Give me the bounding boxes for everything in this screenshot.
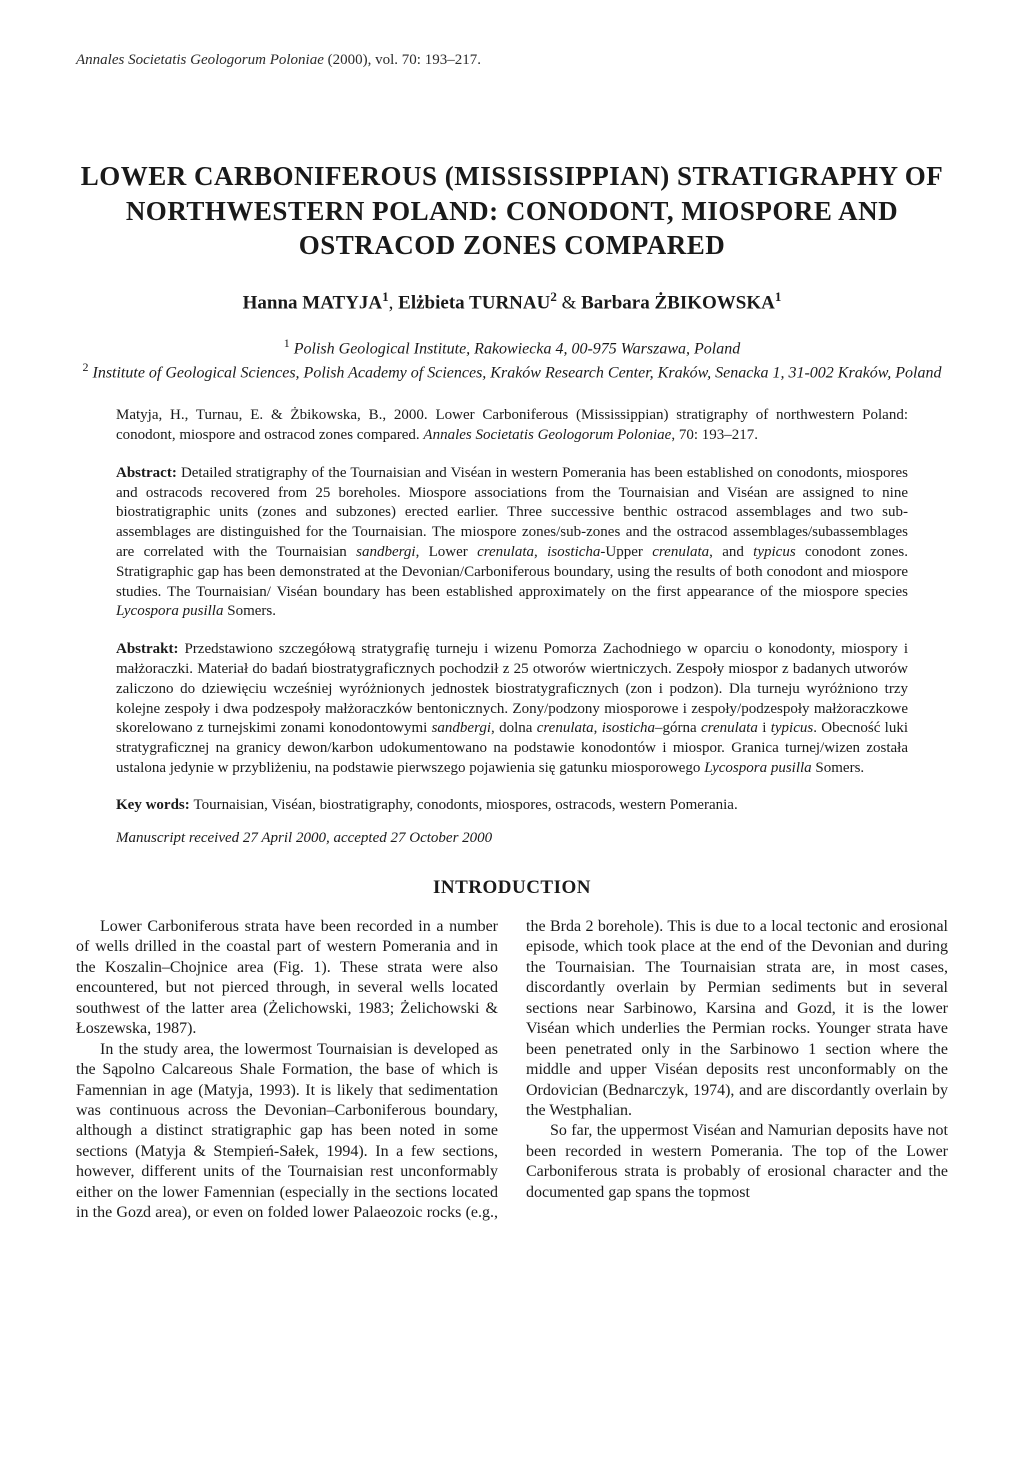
citation-block: Matyja, H., Turnau, E. & Żbikowska, B., … bbox=[116, 406, 908, 446]
abs-pl-t3: , bbox=[594, 720, 602, 736]
abs-en-i4: crenulata bbox=[652, 544, 709, 560]
abs-en-i1: sandbergi bbox=[356, 544, 415, 560]
abs-en-t5: , and bbox=[709, 544, 753, 560]
abs-pl-t7: Somers. bbox=[812, 760, 865, 776]
abs-en-i6: Lycospora pusilla bbox=[116, 603, 223, 619]
journal-vol-pages: (2000), vol. 70: 193–217. bbox=[324, 52, 481, 68]
author-3: Barbara ŻBIKOWSKA bbox=[581, 292, 775, 313]
abs-pl-i4: crenulata bbox=[701, 720, 758, 736]
article-title: LOWER CARBONIFEROUS (MISSISSIPPIAN) STRA… bbox=[76, 159, 948, 263]
keywords-label: Key words: bbox=[116, 797, 194, 813]
abs-pl-i6: Lycospora pusilla bbox=[704, 760, 811, 776]
abstract-en-label: Abstract: bbox=[116, 465, 181, 481]
abs-pl-i5: typicus bbox=[771, 720, 814, 736]
abs-en-t7: Somers. bbox=[223, 603, 276, 619]
abs-pl-t2: , dolna bbox=[491, 720, 537, 736]
introduction-body: Lower Carboniferous strata have been rec… bbox=[76, 917, 948, 1224]
abs-pl-t4: –górna bbox=[655, 720, 701, 736]
abs-pl-i3: isosticha bbox=[602, 720, 655, 736]
affiliations: 1 Polish Geological Institute, Rakowieck… bbox=[76, 336, 948, 384]
manuscript-dates: Manuscript received 27 April 2000, accep… bbox=[116, 830, 908, 847]
author-1: Hanna MATYJA bbox=[243, 292, 383, 313]
author-3-affil-sup: 1 bbox=[775, 289, 782, 304]
keywords-block: Key words: Tournaisian, Viséan, biostrat… bbox=[116, 797, 908, 814]
authors-line: Hanna MATYJA1, Elżbieta TURNAU2 & Barbar… bbox=[76, 289, 948, 314]
abstract-pl-label: Abstrakt: bbox=[116, 641, 184, 657]
abs-en-t2: , Lower bbox=[416, 544, 478, 560]
abs-en-t3: , bbox=[534, 544, 547, 560]
author-2: Elżbieta TURNAU bbox=[398, 292, 550, 313]
section-heading-introduction: INTRODUCTION bbox=[76, 877, 948, 899]
author-sep-2: & bbox=[557, 292, 581, 313]
affil-1-text: Polish Geological Institute, Rakowiecka … bbox=[290, 340, 740, 357]
author-sep-1: , bbox=[389, 292, 399, 313]
keywords-text: Tournaisian, Viséan, biostratigraphy, co… bbox=[194, 797, 738, 813]
intro-paragraph-1: Lower Carboniferous strata have been rec… bbox=[76, 917, 498, 1040]
intro-paragraph-3: So far, the uppermost Viséan and Namuria… bbox=[526, 1121, 948, 1203]
citation-journal-italic: Annales Societatis Geologorum Poloniae bbox=[423, 427, 671, 443]
journal-name: Annales Societatis Geologorum Poloniae bbox=[76, 52, 324, 68]
citation-suffix: , 70: 193–217. bbox=[671, 427, 758, 443]
abs-en-i3: isosticha bbox=[547, 544, 600, 560]
abstract-english: Abstract: Detailed stratigraphy of the T… bbox=[116, 464, 908, 622]
abs-pl-i1: sandbergi bbox=[432, 720, 491, 736]
affil-2-text: Institute of Geological Sciences, Polish… bbox=[88, 364, 941, 381]
abs-en-i2: crenulata bbox=[477, 544, 534, 560]
journal-citation-header: Annales Societatis Geologorum Poloniae (… bbox=[76, 52, 948, 69]
abs-pl-i2: crenulata bbox=[537, 720, 594, 736]
abstract-polish: Abstrakt: Przedstawiono szczegółową stra… bbox=[116, 640, 908, 779]
abs-en-t4: -Upper bbox=[600, 544, 652, 560]
abs-en-i5: typicus bbox=[753, 544, 796, 560]
abs-pl-t5: i bbox=[758, 720, 771, 736]
